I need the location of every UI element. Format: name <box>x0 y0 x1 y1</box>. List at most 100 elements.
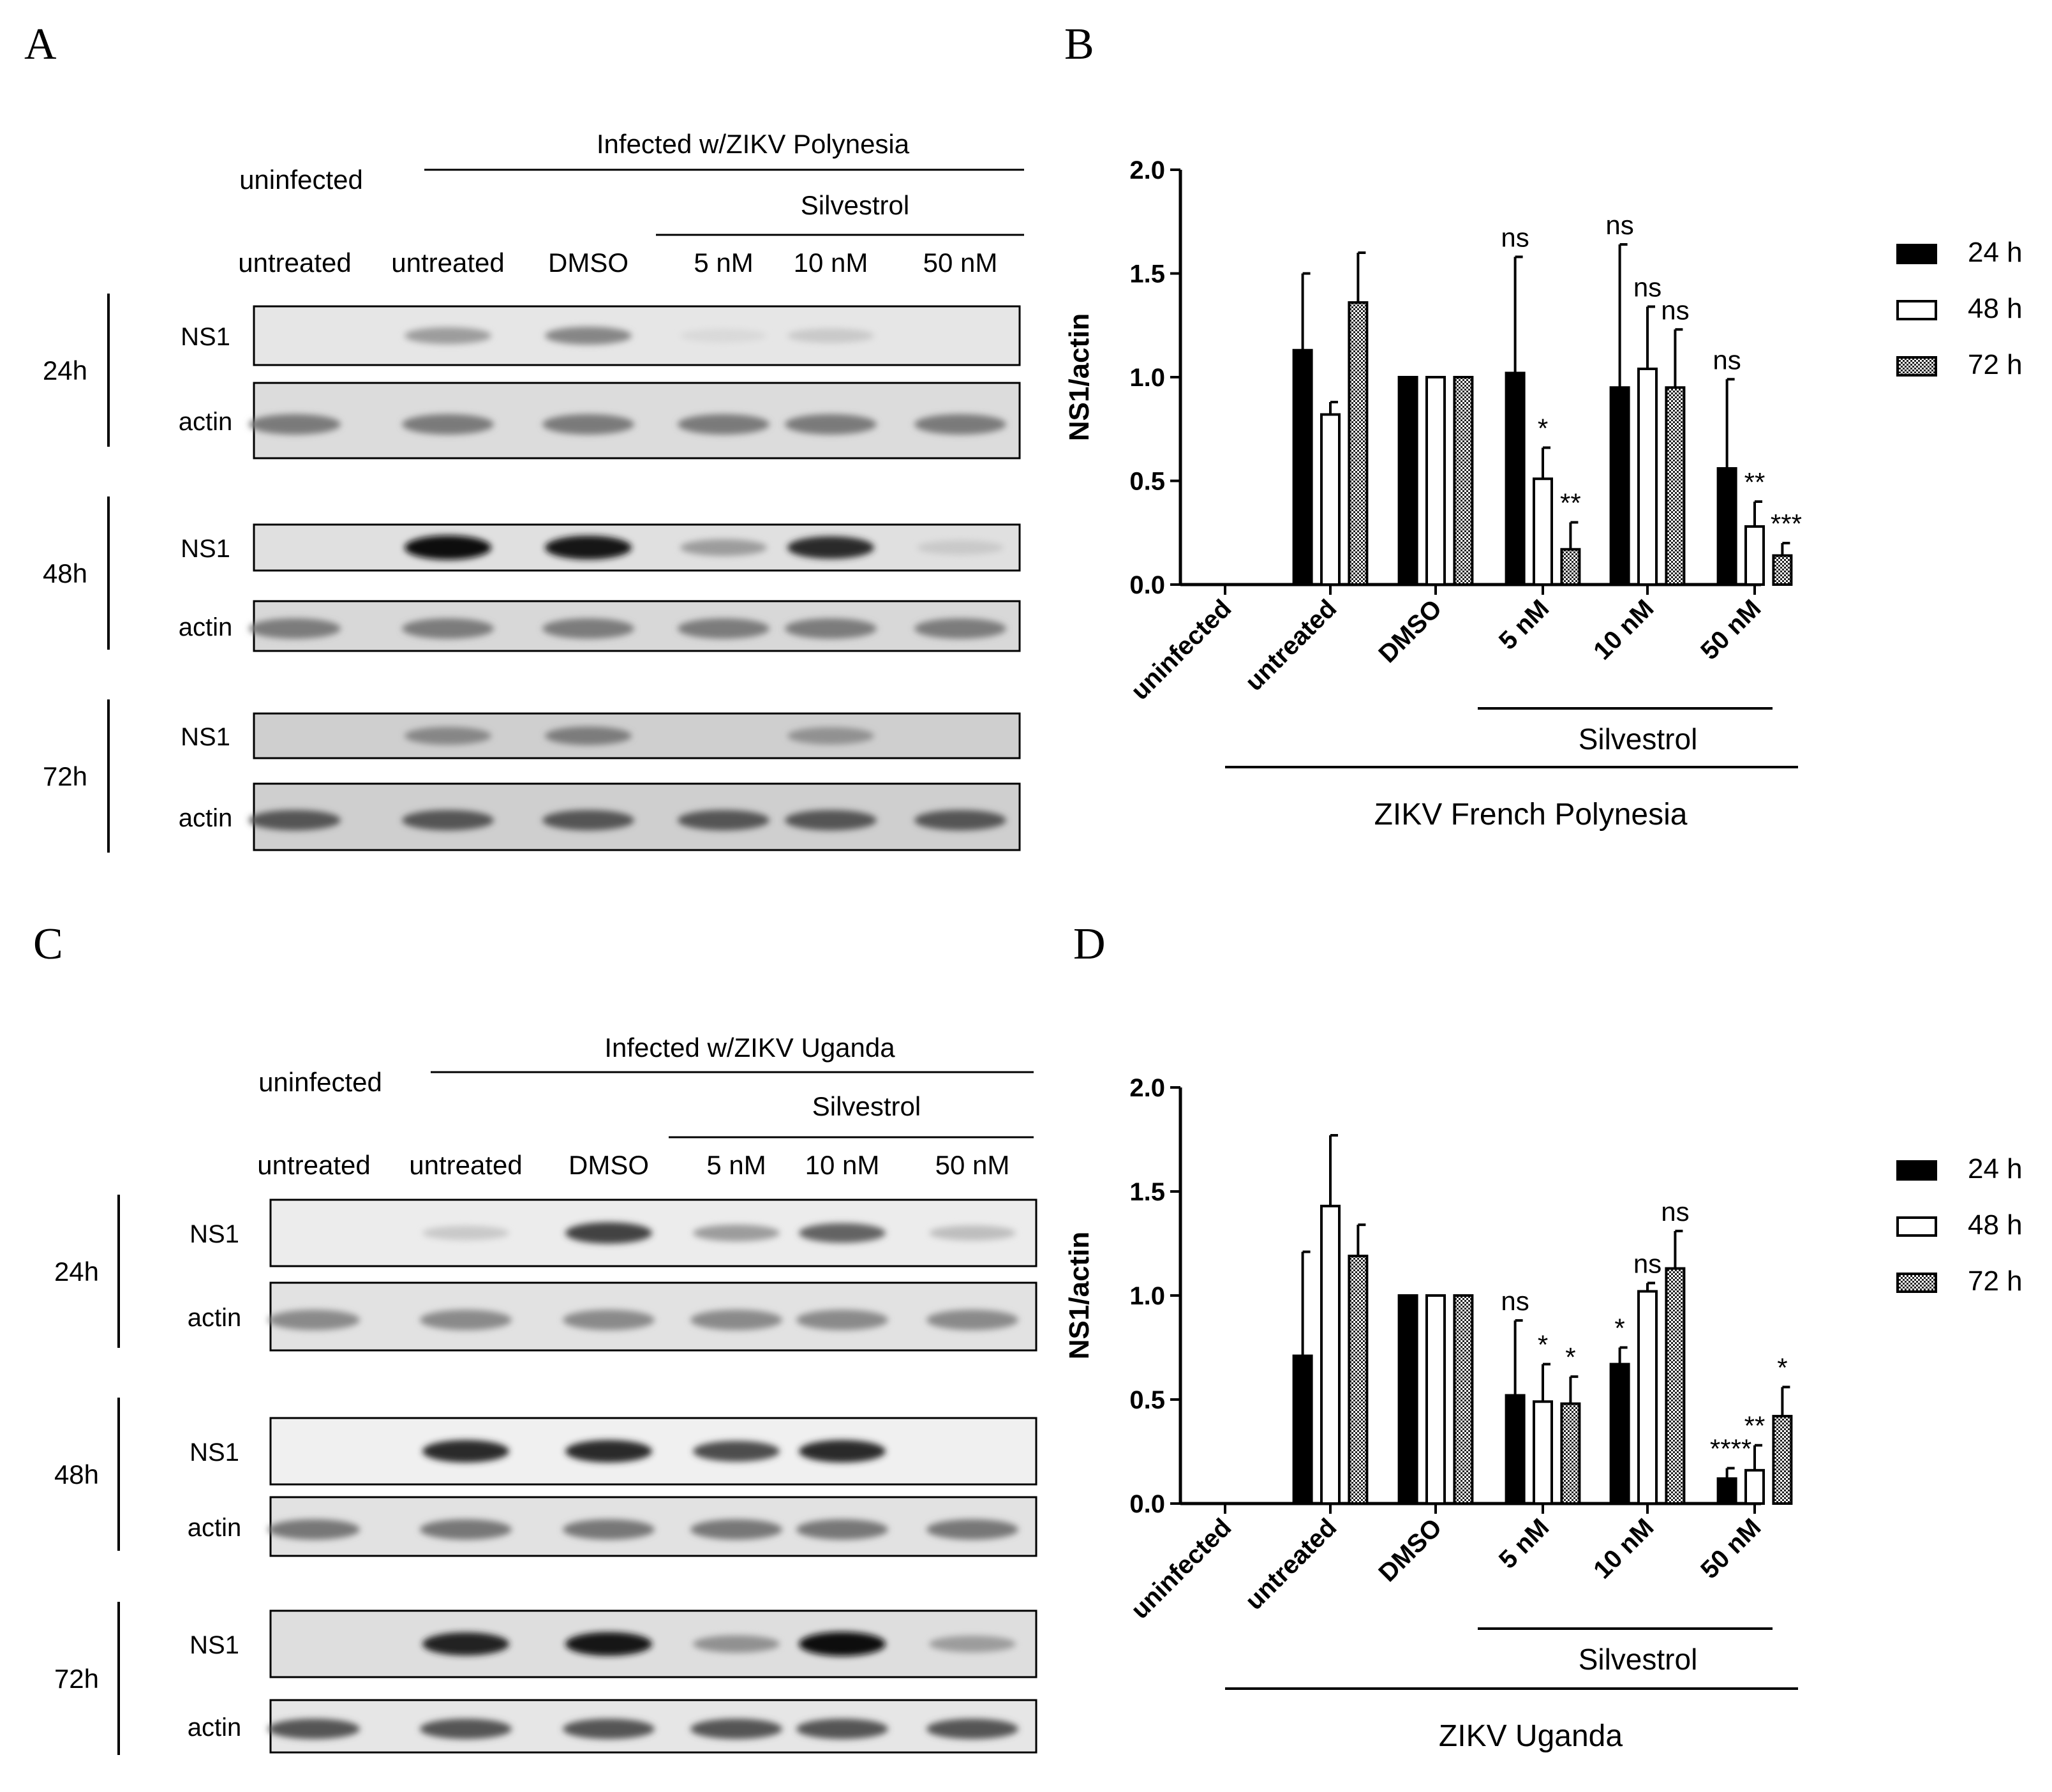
bar-24h <box>1609 386 1630 586</box>
actin-band <box>785 414 877 435</box>
ns1-band <box>917 540 1004 555</box>
y-tick-label: 1.5 <box>1129 1178 1165 1206</box>
significance-label: ns <box>1501 1286 1529 1316</box>
bar-chart-panel-d: 0.0 0.5 1.0 1.5 2.0 NS1/actin uninfected untrea… <box>1064 1074 2023 1753</box>
timepoint-label: 48h <box>43 558 87 588</box>
silvestrol-label: Silvestrol <box>812 1091 921 1121</box>
ns1-band <box>545 726 632 745</box>
legend-entry: 48 h <box>1968 293 2023 324</box>
ns1-band <box>787 536 874 559</box>
significance-label: ns <box>1661 295 1689 325</box>
silvestrol-group-label: Silvestrol <box>1579 1643 1698 1676</box>
ns1-blot-strip <box>269 1417 1037 1486</box>
actin-band <box>926 1519 1018 1540</box>
actin-blot-strip <box>269 1699 1037 1754</box>
timepoint-label: 48h <box>54 1460 99 1490</box>
ns1-band <box>565 1440 652 1463</box>
lane-label: untreated <box>257 1150 370 1180</box>
ns1-band <box>405 726 491 745</box>
significance-label: ns <box>1713 345 1741 375</box>
timepoint-label: 72h <box>43 761 87 791</box>
lane-label: 5 nM <box>706 1150 766 1180</box>
x-tick-label: untreated <box>1240 1513 1342 1615</box>
ns1-band <box>693 1224 780 1242</box>
x-tick-label: 10 nM <box>1588 1513 1659 1584</box>
ns1-band <box>422 1225 509 1241</box>
significance-label: *** <box>1771 509 1802 539</box>
bar-24h <box>1505 1394 1526 1505</box>
ns1-band <box>565 1222 652 1244</box>
ns1-band <box>422 1440 509 1463</box>
timepoint-label: 24h <box>43 355 87 385</box>
ns1-band <box>693 1635 780 1653</box>
significance-label: * <box>1614 1313 1624 1343</box>
ns1-band <box>545 535 632 560</box>
bar-48h <box>1637 368 1658 586</box>
bar-24h <box>1716 1477 1737 1505</box>
ns1-row-label: NS1 <box>190 1631 239 1659</box>
actin-band <box>268 1719 360 1740</box>
ns1-blot-strip <box>269 1609 1037 1678</box>
x-tick-label: DMSO <box>1373 594 1447 668</box>
infected-label: Infected w/ZIKV Polynesia <box>597 129 910 159</box>
actin-band <box>690 1719 782 1740</box>
bar-24h <box>1505 371 1526 586</box>
x-tick-label: 5 nM <box>1494 594 1555 655</box>
bar-72h <box>1453 1294 1474 1505</box>
legend-entry: 48 h <box>1968 1209 2023 1241</box>
significance-label: ns <box>1501 223 1529 253</box>
ns1-blot-strip <box>269 1198 1037 1267</box>
actin-blot-strip <box>253 600 1021 652</box>
legend-swatch <box>1896 1160 1937 1181</box>
y-axis-label: NS1/actin <box>1064 1232 1095 1360</box>
x-axis-label: ZIKV Uganda <box>1439 1719 1623 1753</box>
actin-band <box>914 414 1006 435</box>
actin-row-label: actin <box>179 408 233 436</box>
significance-label: **** <box>1710 1434 1751 1464</box>
x-axis-label: ZIKV French Polynesia <box>1374 798 1688 832</box>
ns1-band <box>799 1632 886 1656</box>
significance-label: * <box>1565 1342 1575 1372</box>
actin-band <box>796 1310 888 1331</box>
actin-band <box>249 618 341 639</box>
infected-label: Infected w/ZIKV Uganda <box>604 1033 895 1063</box>
uninfected-label: uninfected <box>239 165 363 195</box>
timepoint-label: 24h <box>54 1257 99 1287</box>
bar-72h <box>1453 376 1474 586</box>
legend-entry: 24 h <box>1968 237 2023 268</box>
bar-24h <box>1716 467 1737 586</box>
y-tick-label: 1.0 <box>1129 1282 1165 1310</box>
actin-band <box>914 810 1006 831</box>
significance-label: ** <box>1744 467 1766 497</box>
ns1-blot-strip <box>253 305 1021 366</box>
actin-band <box>563 1719 655 1740</box>
ns1-band <box>565 1632 652 1656</box>
y-tick-label: 1.0 <box>1129 364 1165 392</box>
actin-band <box>249 414 341 435</box>
legend-swatch <box>1896 356 1937 377</box>
significance-label: ** <box>1560 488 1581 518</box>
significance-label: * <box>1777 1352 1787 1382</box>
actin-band <box>249 810 341 831</box>
y-tick-label: 0.5 <box>1129 1386 1165 1414</box>
y-tick-label: 0.5 <box>1129 468 1165 496</box>
bar-72h <box>1665 386 1686 586</box>
legend-swatch <box>1896 300 1937 320</box>
actin-blot-strip <box>269 1496 1037 1557</box>
ns1-band <box>929 1635 1016 1653</box>
actin-band <box>690 1519 782 1540</box>
lane-label: 5 nM <box>694 248 753 278</box>
actin-band <box>420 1519 512 1540</box>
actin-band <box>690 1310 782 1331</box>
lane-label: 10 nM <box>794 248 868 278</box>
ns1-band <box>787 328 874 343</box>
x-tick-label: 10 nM <box>1588 594 1659 665</box>
western-blot-panel-a: Infected w/ZIKV Polynesia uninfected Silve… <box>43 129 1024 853</box>
y-tick-label: 0.0 <box>1129 571 1165 599</box>
x-tick-label: DMSO <box>1373 1513 1447 1587</box>
actin-row-label: actin <box>188 1714 242 1742</box>
lane-label: untreated <box>409 1150 522 1180</box>
actin-blot-strip <box>253 382 1021 459</box>
actin-band <box>402 810 494 831</box>
